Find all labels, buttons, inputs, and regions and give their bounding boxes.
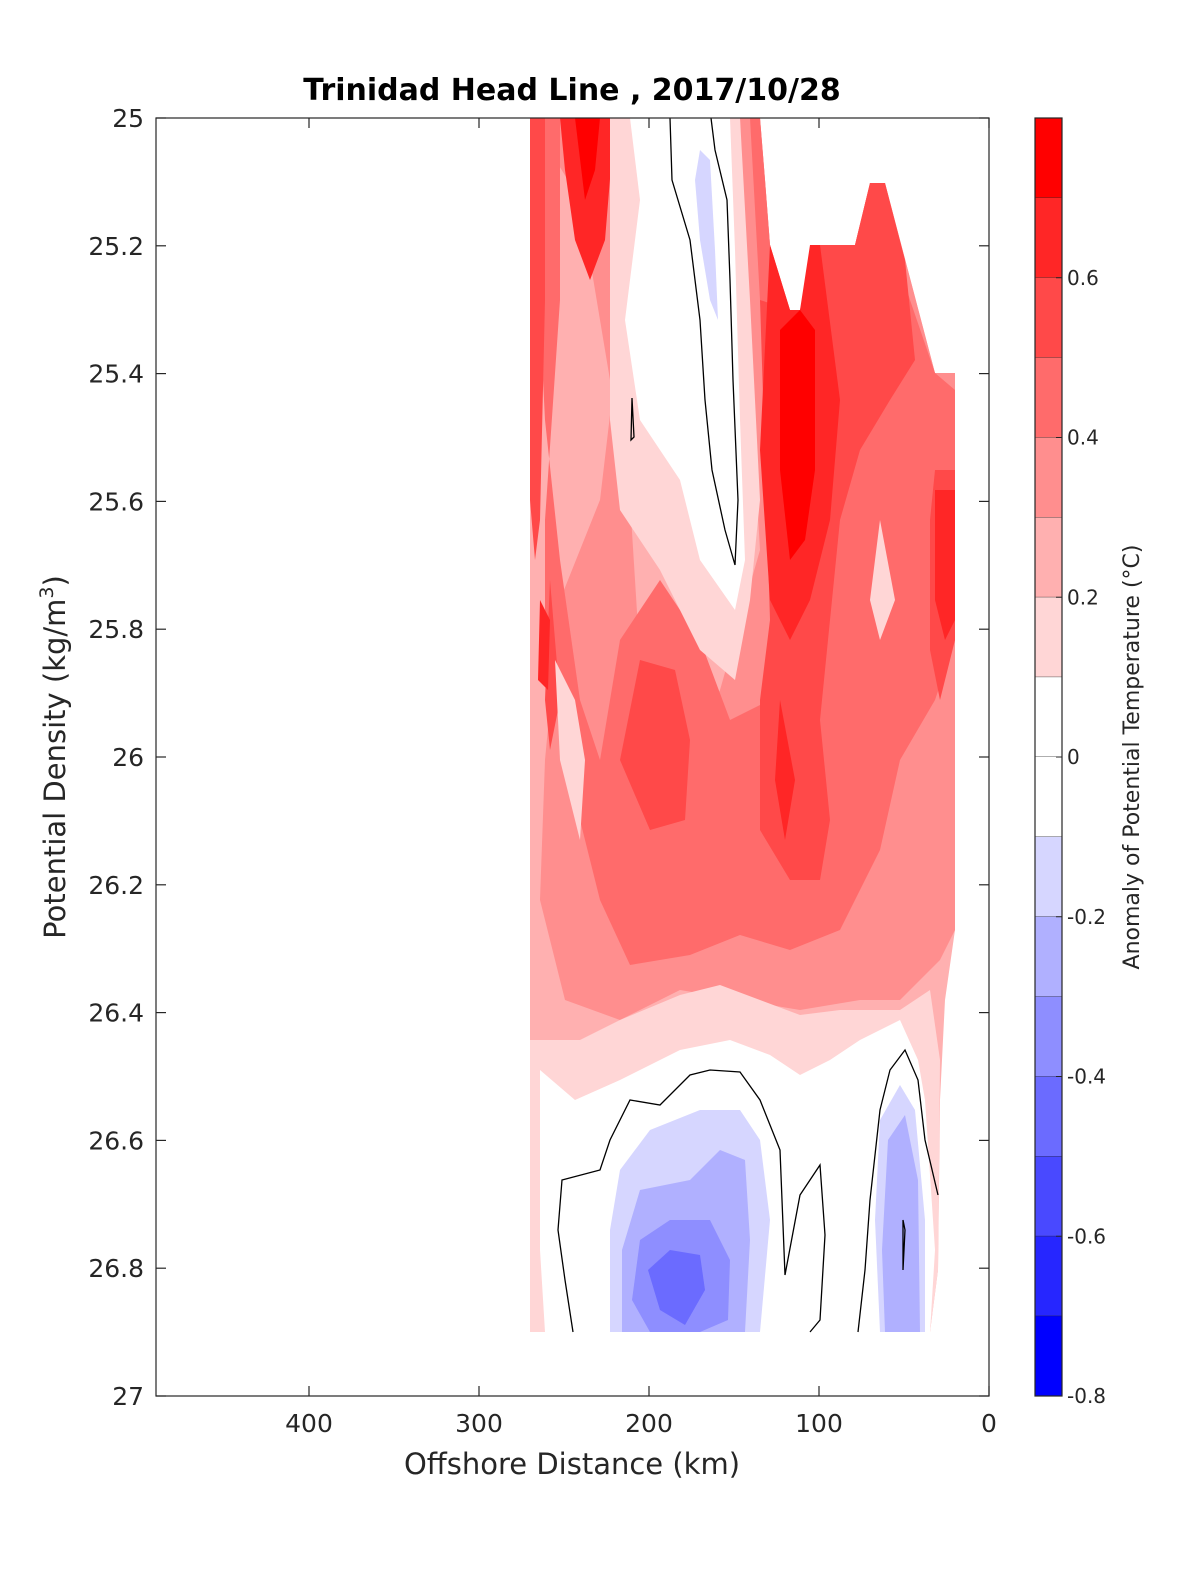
- contour-fill-warm-06: [530, 118, 955, 880]
- y-tick-label: 25.8: [88, 615, 144, 644]
- zero-contour-deep: [557, 1069, 826, 1333]
- zero-contour-upper: [669, 118, 739, 566]
- colorbar-tick-label: -0.4: [1067, 1065, 1106, 1089]
- y-tick-label: 27: [112, 1382, 144, 1411]
- colorbar-level: [1035, 1156, 1062, 1237]
- contour-fill-layer: [530, 118, 955, 1333]
- colorbar-tick-label: 0.2: [1067, 585, 1099, 609]
- zero-contour-small: [630, 397, 635, 442]
- contour-fill-warm-07: [538, 118, 955, 840]
- colorbar-level: [1035, 757, 1062, 837]
- colorbar-level: [1035, 996, 1062, 1077]
- y-tick-label: 26: [112, 743, 144, 772]
- y-tick-label: 25.4: [88, 360, 144, 389]
- y-tick-label: 26.8: [88, 1254, 144, 1283]
- y-tick-label: 25.6: [88, 487, 144, 516]
- zero-contour-tiny: [902, 1219, 906, 1271]
- colorbar-level: [1035, 277, 1062, 358]
- y-tick-label: 25.2: [88, 232, 144, 261]
- y-axis: 25 25.2 25.4 25.6 25.8 26 26.2 26.4 26.6 26.8 27: [88, 104, 989, 1411]
- colorbar-level: [1035, 437, 1062, 518]
- chart-title: Trinidad Head Line , 2017/10/28: [303, 73, 840, 108]
- colorbar-tick-label: 0.4: [1067, 426, 1099, 450]
- x-tick-label: 400: [285, 1409, 333, 1438]
- y-tick-label: 26.2: [88, 871, 144, 900]
- colorbar-level: [1035, 677, 1062, 757]
- colorbar-tick-label: -0.6: [1067, 1224, 1106, 1248]
- contour-fill-zero-upper: [625, 118, 745, 610]
- colorbar-level: [1035, 357, 1062, 438]
- x-tick-label: 200: [625, 1409, 673, 1438]
- colorbar-level: [1035, 1076, 1062, 1157]
- colorbar-label: Anomaly of Potential Temperature (°C): [1120, 545, 1145, 970]
- contour-fill-cool-05: [648, 1250, 705, 1325]
- y-axis-label-superscript: 3: [36, 586, 58, 598]
- y-axis-label-close: ): [38, 575, 72, 586]
- colorbar-tick-label: 0: [1067, 745, 1080, 769]
- colorbar-tick-label: -0.2: [1067, 905, 1106, 929]
- colorbar-level: [1035, 916, 1062, 997]
- colorbar-level: [1035, 1236, 1062, 1317]
- y-axis-label-text: Potential Density (kg/m: [38, 599, 72, 939]
- zero-contour-lines: [557, 118, 939, 1333]
- x-tick-label: 0: [981, 1409, 997, 1438]
- x-tick-label: 300: [455, 1409, 503, 1438]
- colorbar-level: [1035, 517, 1062, 598]
- y-tick-label: 26.4: [88, 999, 144, 1028]
- zero-contour-nearshore: [857, 1048, 939, 1333]
- colorbar-level: [1035, 836, 1062, 917]
- y-axis-label: Potential Density (kg/m3): [36, 575, 72, 939]
- colorbar-level: [1035, 197, 1062, 278]
- colorbar-tick-label: -0.8: [1067, 1384, 1106, 1408]
- colorbar-level: [1035, 597, 1062, 678]
- colorbar-level: [1035, 1316, 1062, 1396]
- colorbar: 0.6 0.4 0.2 0 -0.2 -0.4 -0.6 -0.8: [1034, 117, 1106, 1408]
- y-tick-label: 26.6: [88, 1126, 144, 1155]
- x-axis-label: Offshore Distance (km): [404, 1447, 740, 1481]
- x-axis: 400 300 200 100 0: [285, 118, 997, 1438]
- colorbar-tick-label: 0.6: [1067, 266, 1099, 290]
- contour-fill-cool-upper: [695, 150, 718, 320]
- y-tick-label: 25: [112, 104, 144, 133]
- colorbar-level: [1035, 118, 1062, 198]
- x-tick-label: 100: [795, 1409, 843, 1438]
- contour-fill-warm-08: [575, 118, 815, 560]
